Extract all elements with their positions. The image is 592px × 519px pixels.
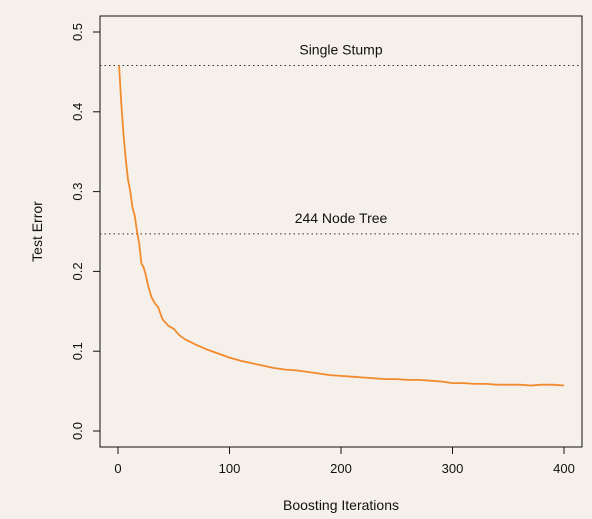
y-tick-label: 0.1 [70, 342, 85, 360]
y-tick-label: 0.2 [70, 262, 85, 280]
x-tick-label: 200 [330, 461, 352, 476]
reference-line-label: 244 Node Tree [295, 210, 388, 226]
y-tick-label: 0.5 [70, 23, 85, 41]
x-tick-label: 400 [553, 461, 575, 476]
x-tick-label: 100 [219, 461, 241, 476]
y-tick-label: 0.3 [70, 183, 85, 201]
y-tick-label: 0.0 [70, 422, 85, 440]
x-axis-label: Boosting Iterations [283, 497, 399, 513]
series-layer [118, 65, 565, 387]
test-error-line [118, 65, 565, 387]
axes-layer: 0 100 200 300 400 0.0 0.1 0.2 0.3 0.4 0.5 [70, 15, 583, 476]
y-tick-label: 0.4 [70, 103, 85, 121]
reference-line-label: Single Stump [299, 42, 382, 58]
x-tick-label: 300 [442, 461, 464, 476]
y-axis-label: Test Error [29, 201, 45, 262]
reference-lines-layer: Single Stump 244 Node Tree [100, 42, 582, 235]
x-tick-label: 0 [114, 461, 121, 476]
plot-frame [99, 15, 583, 448]
